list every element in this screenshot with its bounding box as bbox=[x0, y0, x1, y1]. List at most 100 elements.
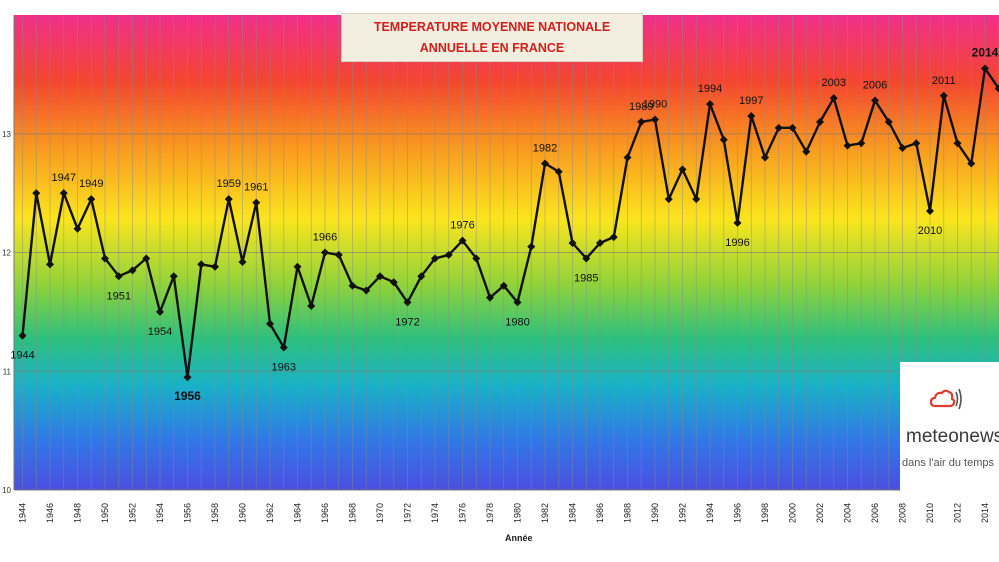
data-point-1973 bbox=[417, 272, 426, 281]
x-tick-label: 1980 bbox=[513, 503, 523, 523]
data-point-1996 bbox=[733, 218, 742, 227]
x-tick-label: 1960 bbox=[238, 503, 248, 523]
x-tick-label: 2002 bbox=[815, 503, 825, 523]
point-label-1944: 1944 bbox=[10, 350, 34, 362]
x-tick-label: 1996 bbox=[733, 503, 743, 523]
data-point-1987 bbox=[609, 233, 618, 242]
y-tick-label: 10 bbox=[2, 486, 11, 495]
point-label-2010: 2010 bbox=[918, 225, 942, 237]
data-point-1983 bbox=[554, 167, 563, 176]
x-tick-label: 2000 bbox=[788, 503, 798, 523]
logo-name: meteonews bbox=[906, 426, 999, 447]
data-point-2002 bbox=[816, 117, 824, 126]
point-label-1980: 1980 bbox=[505, 316, 529, 328]
x-tick-label: 1966 bbox=[320, 503, 330, 523]
data-point-1953 bbox=[142, 254, 151, 263]
point-label-1956: 1956 bbox=[174, 389, 201, 403]
chart-title-line-1: TEMPERATURE MOYENNE NATIONALE bbox=[373, 20, 611, 34]
point-label-1976: 1976 bbox=[450, 220, 474, 232]
x-tick-label: 2010 bbox=[925, 503, 935, 523]
x-tick-label: 1994 bbox=[705, 503, 715, 523]
x-tick-label: 1986 bbox=[595, 503, 605, 523]
x-tick-label: 1952 bbox=[128, 503, 138, 523]
data-point-1992 bbox=[678, 165, 687, 174]
data-point-1952 bbox=[128, 266, 137, 275]
data-point-1966 bbox=[321, 248, 329, 257]
x-tick-label: 1998 bbox=[760, 503, 770, 523]
x-tick-label: 2008 bbox=[898, 503, 908, 523]
data-point-1979 bbox=[499, 281, 508, 290]
data-point-2006 bbox=[871, 96, 879, 105]
data-point-2010 bbox=[926, 206, 934, 215]
data-point-1954 bbox=[156, 307, 164, 316]
point-label-1947: 1947 bbox=[52, 172, 76, 184]
y-tick-label: 13 bbox=[2, 130, 11, 139]
x-tick-label: 1946 bbox=[45, 503, 55, 523]
point-label-1982: 1982 bbox=[533, 142, 557, 154]
data-point-1951 bbox=[114, 272, 123, 281]
data-point-1980 bbox=[513, 298, 522, 307]
data-point-1976 bbox=[458, 236, 467, 245]
point-label-1990: 1990 bbox=[643, 99, 667, 111]
data-point-1989 bbox=[637, 117, 646, 126]
x-tick-label: 2004 bbox=[843, 503, 853, 523]
x-tick-label: 2006 bbox=[870, 503, 880, 523]
data-point-1965 bbox=[307, 301, 316, 310]
x-tick-label: 1970 bbox=[375, 503, 385, 523]
data-point-1964 bbox=[293, 262, 302, 271]
data-point-1978 bbox=[486, 293, 494, 302]
chart-title: TEMPERATURE MOYENNE NATIONALE ANNUELLE E… bbox=[341, 13, 643, 62]
data-point-1990 bbox=[651, 115, 659, 124]
x-tick-label: 1956 bbox=[183, 503, 193, 523]
data-point-2005 bbox=[857, 139, 866, 148]
data-point-1967 bbox=[334, 250, 343, 259]
data-point-1998 bbox=[761, 153, 769, 162]
data-point-2007 bbox=[884, 117, 893, 126]
y-tick-labels: 10 11 12 13 bbox=[2, 130, 11, 495]
data-point-1999 bbox=[774, 123, 783, 132]
point-label-1954: 1954 bbox=[148, 326, 172, 338]
data-point-1944 bbox=[18, 331, 27, 340]
x-tick-label: 1964 bbox=[293, 503, 303, 523]
point-label-2006: 2006 bbox=[863, 80, 887, 92]
data-point-1975 bbox=[444, 250, 453, 259]
data-point-1961 bbox=[252, 198, 261, 207]
data-point-2012 bbox=[953, 139, 962, 148]
point-label-1951: 1951 bbox=[107, 290, 131, 302]
x-tick-label: 1982 bbox=[540, 503, 550, 523]
data-point-1982 bbox=[541, 159, 549, 168]
data-point-2015 bbox=[994, 84, 999, 93]
x-tick-label: 1944 bbox=[18, 503, 28, 523]
data-point-1997 bbox=[747, 111, 756, 120]
point-label-2011: 2011 bbox=[932, 75, 956, 87]
point-label-1997: 1997 bbox=[739, 95, 763, 107]
data-point-1958 bbox=[211, 262, 219, 271]
chart-title-line-2: ANNUELLE EN FRANCE bbox=[419, 41, 565, 55]
data-point-1949 bbox=[87, 195, 96, 204]
x-tick-label: 1990 bbox=[650, 503, 660, 523]
x-tick-label: 1948 bbox=[73, 503, 83, 523]
data-point-1959 bbox=[224, 195, 233, 204]
data-point-1955 bbox=[169, 272, 178, 281]
x-tick-label: 1950 bbox=[100, 503, 110, 523]
y-tick-label: 12 bbox=[2, 249, 11, 258]
data-point-1972 bbox=[403, 298, 412, 307]
data-point-2014 bbox=[981, 64, 989, 73]
x-axis-label: Année bbox=[505, 533, 533, 543]
data-point-1948 bbox=[73, 224, 82, 233]
data-point-1974 bbox=[431, 254, 439, 263]
data-point-1984 bbox=[568, 239, 577, 247]
x-tick-label: 1978 bbox=[485, 503, 495, 523]
data-point-2001 bbox=[802, 147, 811, 156]
point-label-1966: 1966 bbox=[313, 232, 337, 244]
data-points bbox=[18, 64, 999, 382]
data-point-1969 bbox=[362, 286, 371, 295]
x-tick-labels: 1944 1946 1948 1950 1952 1954 1956 1958 1960 1962… bbox=[18, 503, 991, 523]
data-point-2008 bbox=[898, 144, 907, 152]
data-point-2011 bbox=[939, 91, 948, 100]
data-point-1994 bbox=[706, 100, 714, 109]
point-label-1996: 1996 bbox=[725, 237, 749, 249]
x-tick-label: 1968 bbox=[348, 503, 358, 523]
data-point-1991 bbox=[664, 195, 673, 204]
y-tick-label: 11 bbox=[3, 367, 12, 376]
